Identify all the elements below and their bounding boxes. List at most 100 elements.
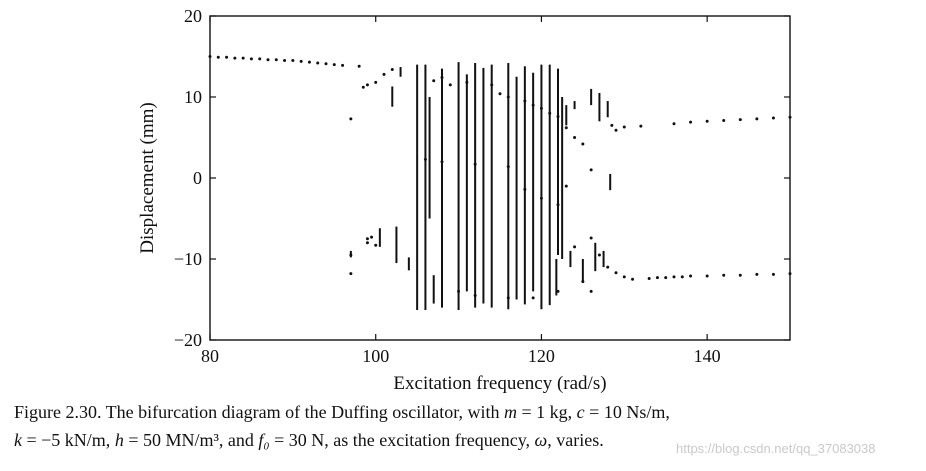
y-tick-label: 10 <box>184 87 202 107</box>
caption-line-1: Figure 2.30. The bifurcation diagram of … <box>14 398 919 426</box>
bifurcation-point <box>639 124 643 128</box>
caption-text: = 50 MN/m³, and <box>123 430 259 450</box>
bifurcation-point <box>689 120 693 124</box>
bifurcation-point <box>361 85 365 89</box>
bifurcation-point <box>705 119 709 123</box>
caption-math-variable: f₀ <box>258 430 270 450</box>
bifurcation-point <box>539 106 543 110</box>
vertical-bands <box>349 62 612 311</box>
caption-math-variable: c <box>576 402 585 422</box>
bifurcation-point <box>610 123 614 127</box>
caption-text: , varies. <box>547 430 604 450</box>
y-tick-label: 0 <box>193 168 202 188</box>
bifurcation-point <box>465 80 469 84</box>
bifurcation-point <box>556 289 560 293</box>
caption-text: = 30 N, as the excitation frequency, <box>269 430 535 450</box>
bifurcation-point <box>349 117 353 121</box>
x-tick-label: 120 <box>528 346 555 366</box>
bifurcation-point <box>233 56 237 60</box>
bifurcation-point <box>606 265 610 269</box>
caption-math-variable: k <box>14 430 22 450</box>
axis-ticks <box>209 15 790 341</box>
bifurcation-point <box>283 59 287 63</box>
bifurcation-point <box>771 116 775 120</box>
bifurcation-point <box>357 64 361 68</box>
bifurcation-point <box>722 118 726 122</box>
bifurcation-point <box>788 272 792 276</box>
bifurcation-point <box>738 118 742 122</box>
bifurcation-point <box>216 55 220 59</box>
bifurcation-point <box>548 111 552 115</box>
bifurcation-point <box>506 165 510 169</box>
x-axis-label: Excitation frequency (rad/s) <box>393 373 606 394</box>
bifurcation-point <box>440 76 444 80</box>
bifurcation-point <box>457 289 461 293</box>
caption-text: = −5 kN/m, <box>22 430 115 450</box>
bifurcation-point <box>349 272 353 276</box>
bifurcation-point <box>556 114 560 118</box>
bifurcation-point <box>573 136 577 139</box>
bifurcation-point <box>705 274 709 278</box>
bifurcation-point <box>523 187 527 191</box>
bifurcation-point <box>531 103 535 107</box>
bifurcation-point <box>473 162 477 166</box>
bifurcation-point <box>539 196 543 200</box>
bifurcation-point <box>689 274 693 278</box>
bifurcation-point <box>755 272 759 276</box>
bifurcation-point <box>423 157 427 161</box>
bifurcation-point <box>523 99 527 103</box>
bifurcation-point <box>365 83 369 87</box>
bifurcation-point <box>225 55 229 59</box>
y-tick-label: −20 <box>174 330 202 350</box>
bifurcation-point <box>589 168 593 172</box>
bifurcation-point <box>498 92 502 96</box>
caption-text: = 10 Ns/m, <box>584 402 670 422</box>
bifurcation-point <box>556 203 560 207</box>
bifurcation-point <box>473 293 477 297</box>
caption-text: Figure 2.30. The bifurcation diagram of … <box>14 402 505 422</box>
bifurcation-point <box>771 272 775 276</box>
bifurcation-point <box>448 83 452 87</box>
bifurcation-point <box>506 296 510 300</box>
bifurcation-point <box>432 79 436 83</box>
bifurcation-point <box>738 273 742 277</box>
y-tick-label: −10 <box>174 249 202 269</box>
bifurcation-point <box>573 245 577 249</box>
bifurcation-point <box>208 55 212 58</box>
bifurcation-point <box>647 276 651 280</box>
y-tick-label: 20 <box>184 6 202 26</box>
bifurcation-point <box>349 253 353 257</box>
bifurcation-point <box>374 243 378 247</box>
figure-caption: Figure 2.30. The bifurcation diagram of … <box>14 398 919 454</box>
watermark-url: https://blog.csdn.net/qq_37083038 <box>676 441 876 456</box>
bifurcation-point <box>622 125 626 129</box>
caption-math-variable: m <box>504 402 518 422</box>
bifurcation-point <box>581 280 585 284</box>
bifurcation-point <box>672 122 676 126</box>
bifurcation-point <box>390 67 394 71</box>
bifurcation-point <box>614 271 618 275</box>
bifurcation-point <box>564 184 568 188</box>
caption-text: = 1 kg, <box>517 402 577 422</box>
bifurcation-point <box>382 72 386 76</box>
bifurcation-point <box>664 276 668 280</box>
bifurcation-point <box>266 58 270 62</box>
bifurcation-point <box>622 275 626 279</box>
bifurcation-point <box>274 58 278 62</box>
bifurcation-point <box>241 56 245 60</box>
bifurcation-point <box>581 142 585 146</box>
caption-math-variable: h <box>114 430 124 450</box>
bifurcation-point <box>680 275 684 279</box>
bifurcation-point <box>564 126 568 130</box>
data-points <box>208 55 792 300</box>
bifurcation-point <box>531 296 535 300</box>
bifurcation-point <box>672 275 676 279</box>
bifurcation-point <box>589 289 593 293</box>
bifurcation-point <box>755 117 759 121</box>
x-tick-label: 140 <box>694 346 721 366</box>
bifurcation-point <box>631 277 635 281</box>
bifurcation-point <box>788 115 792 119</box>
